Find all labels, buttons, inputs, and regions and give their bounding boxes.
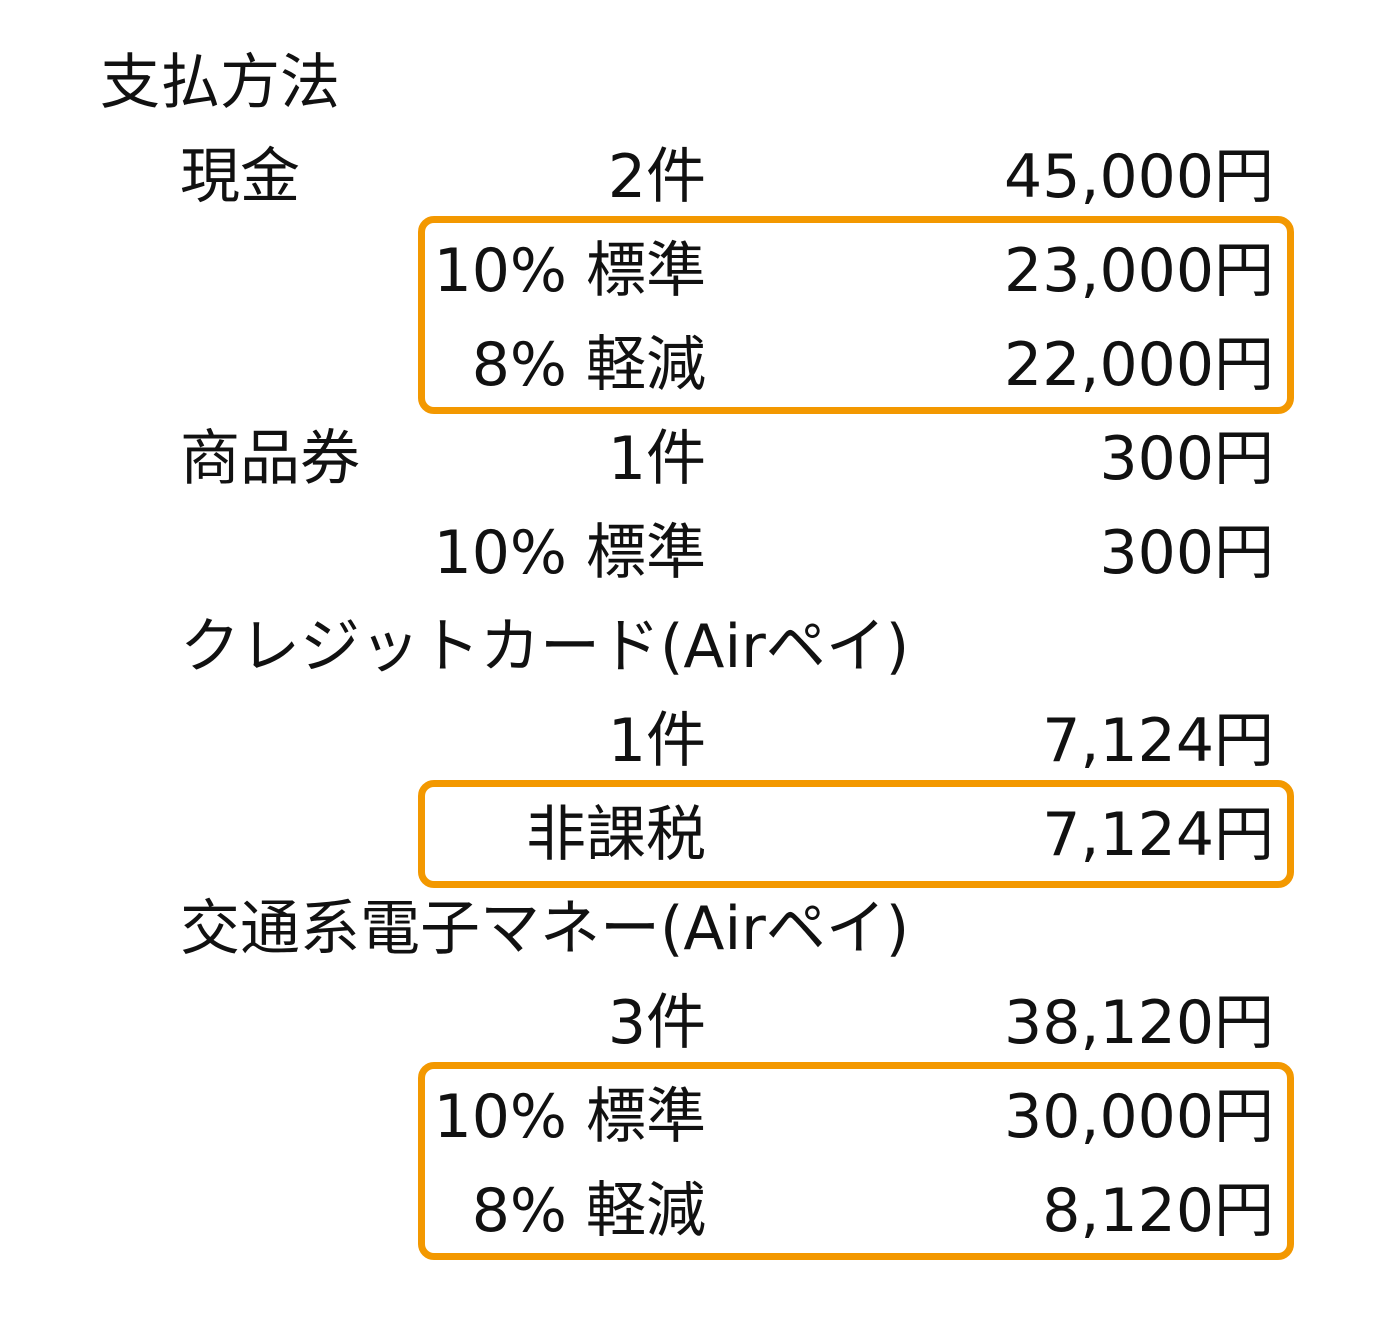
- method-total-transit-emoney: 38,120円: [1004, 988, 1274, 1058]
- credit-card-breakdown-highlight: [418, 780, 1294, 888]
- breakdown-amount: 7,124円: [1042, 800, 1274, 870]
- breakdown-label: 10% 標準: [433, 236, 706, 306]
- method-name-cash: 現金: [180, 142, 300, 212]
- method-name-gift-voucher: 商品券: [180, 424, 360, 494]
- breakdown-label: 8% 軽減: [471, 330, 706, 400]
- method-count-cash: 2件: [607, 142, 706, 212]
- method-total-credit-card: 7,124円: [1042, 706, 1274, 776]
- method-total-gift-voucher: 300円: [1099, 424, 1274, 494]
- breakdown-amount: 22,000円: [1004, 330, 1274, 400]
- method-name-transit-emoney: 交通系電子マネー(Airペイ): [180, 894, 910, 964]
- method-count-credit-card: 1件: [607, 706, 706, 776]
- breakdown-label: 10% 標準: [433, 518, 706, 588]
- transit-emoney-breakdown-highlight: [418, 1062, 1294, 1260]
- breakdown-label: 8% 軽減: [471, 1176, 706, 1246]
- cash-breakdown-highlight: [418, 216, 1294, 414]
- breakdown-amount: 300円: [1099, 518, 1274, 588]
- method-count-transit-emoney: 3件: [607, 988, 706, 1058]
- payment-methods-heading: 支払方法: [100, 48, 340, 118]
- method-count-gift-voucher: 1件: [607, 424, 706, 494]
- breakdown-label: 10% 標準: [433, 1082, 706, 1152]
- breakdown-amount: 23,000円: [1004, 236, 1274, 306]
- breakdown-label: 非課税: [526, 800, 706, 870]
- method-name-credit-card: クレジットカード(Airペイ): [180, 612, 910, 682]
- method-total-cash: 45,000円: [1004, 142, 1274, 212]
- breakdown-amount: 8,120円: [1042, 1176, 1274, 1246]
- breakdown-amount: 30,000円: [1004, 1082, 1274, 1152]
